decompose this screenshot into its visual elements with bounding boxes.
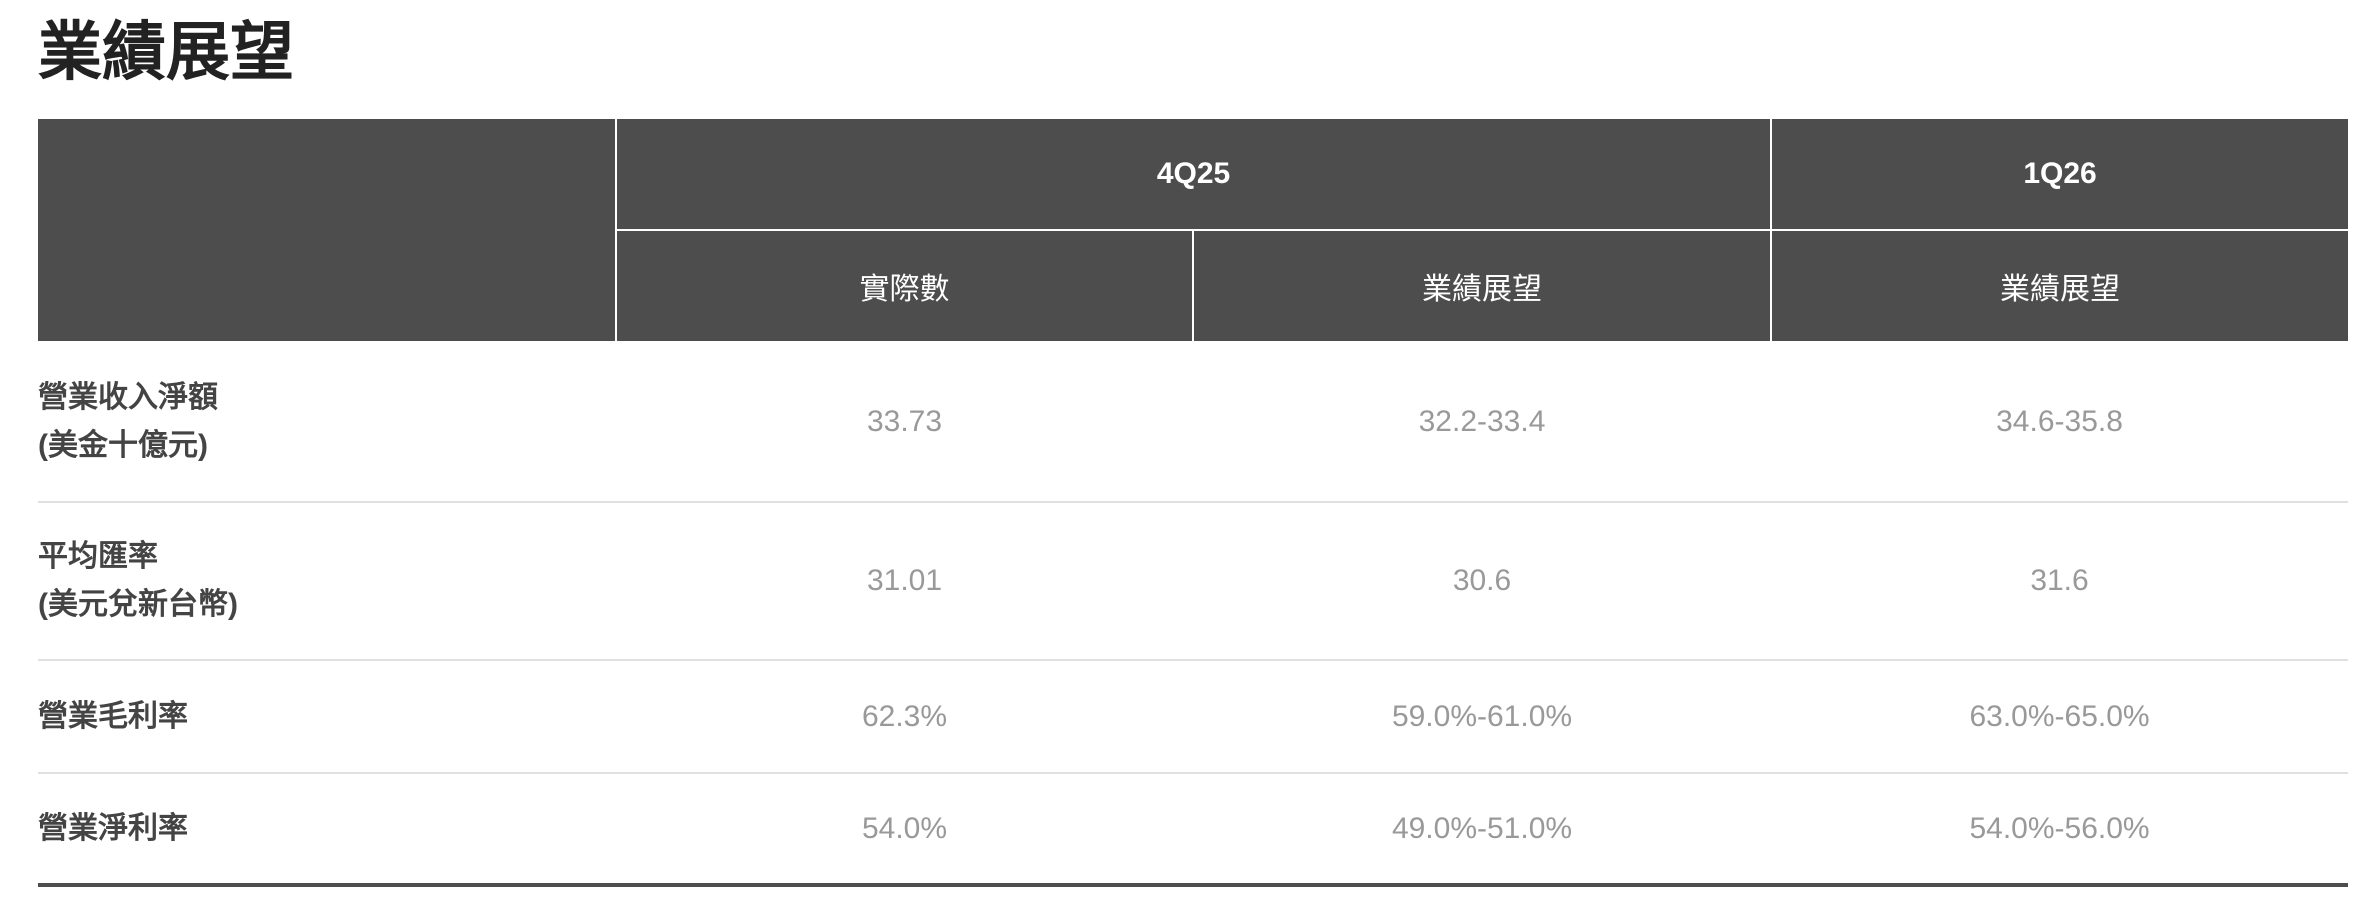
table-row-gross-margin: 營業毛利率 62.3% 59.0%-61.0% 63.0%-65.0% bbox=[38, 660, 2349, 774]
value-cell: 32.2-33.4 bbox=[1193, 342, 1772, 503]
table-row-operating-margin: 營業淨利率 54.0% 49.0%-51.0% 54.0%-56.0% bbox=[38, 773, 2349, 887]
row-label: 平均匯率 (美元兌新台幣) bbox=[38, 502, 616, 661]
row-label: 營業淨利率 bbox=[38, 773, 616, 887]
value-cell: 54.0% bbox=[616, 773, 1193, 887]
value-cell: 54.0%-56.0% bbox=[1771, 773, 2349, 887]
row-label: 營業收入淨額 (美金十億元) bbox=[38, 342, 616, 503]
page-title: 業績展望 bbox=[38, 16, 294, 88]
row-label-unit: (美元兌新台幣) bbox=[38, 588, 238, 621]
table-row-revenue: 營業收入淨額 (美金十億元) 33.73 32.2-33.4 34.6-35.8 bbox=[38, 342, 2349, 503]
period-header-1q26: 1Q26 bbox=[1770, 119, 2349, 231]
value-cell: 62.3% bbox=[616, 660, 1193, 774]
value-cell: 30.6 bbox=[1193, 502, 1772, 661]
subheader-guidance-4q25: 業績展望 bbox=[1191, 229, 1773, 343]
period-header-4q25: 4Q25 bbox=[614, 119, 1773, 231]
value-cell: 49.0%-51.0% bbox=[1193, 773, 1772, 887]
value-cell: 31.6 bbox=[1771, 502, 2349, 661]
value-cell: 59.0%-61.0% bbox=[1193, 660, 1772, 774]
row-label-main: 平均匯率 bbox=[38, 540, 158, 573]
row-label-unit: (美金十億元) bbox=[38, 429, 208, 462]
guidance-table: 4Q25 1Q26 實際數 業績展望 業績展望 營業收入淨額 (美金十億元) 33… bbox=[38, 119, 2349, 887]
table-row-exchange-rate: 平均匯率 (美元兌新台幣) 31.01 30.6 31.6 bbox=[38, 502, 2349, 661]
value-cell: 33.73 bbox=[616, 342, 1193, 503]
row-label: 營業毛利率 bbox=[38, 660, 616, 774]
value-cell: 34.6-35.8 bbox=[1771, 342, 2349, 503]
subheader-guidance-1q26: 業績展望 bbox=[1770, 229, 2349, 343]
value-cell: 63.0%-65.0% bbox=[1771, 660, 2349, 774]
subheader-actual: 實際數 bbox=[615, 229, 1194, 343]
value-cell: 31.01 bbox=[616, 502, 1193, 661]
corner-header-cell bbox=[38, 119, 617, 343]
row-label-main: 營業收入淨額 bbox=[38, 381, 218, 414]
